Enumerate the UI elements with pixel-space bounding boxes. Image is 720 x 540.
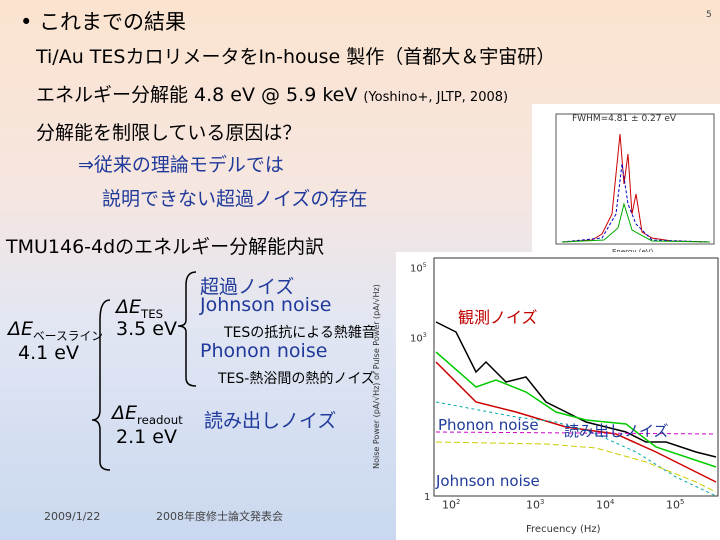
frame [555,113,715,245]
exp: 3 [422,332,427,339]
symbol: ΔE [8,318,34,340]
footer-date: 2009/1/22 [44,510,101,523]
observed-curve [435,321,717,458]
footer-event: 2008年度修士論文発表会 [156,510,283,523]
line: エネルギー分解能 4.8 eV @ 5.9 keV [36,84,358,106]
curve [435,401,717,497]
curve [435,441,717,493]
base: 10 [442,498,456,512]
exp: 3 [540,498,545,506]
x-tick: 102 [442,498,460,512]
noise-plot-image: 105 103 1 102 103 104 105 Frecuency (Hz)… [372,252,720,540]
tes-label: ΔETES [116,296,163,321]
curve [561,133,711,243]
line: ⇒従来の理論モデルでは [78,154,284,176]
x-tick: 104 [596,498,614,512]
value: 3.5 eV [116,318,177,340]
bullet-title: • これまでの結果 [20,10,187,34]
label: Phonon noise [200,340,328,362]
reference: (Yoshino+, JLTP, 2008) [363,90,509,105]
subscript: TES [141,306,164,321]
curve [435,431,717,435]
description: TESの抵抗による熱雑音 [224,325,376,341]
observed-label: 観測ノイズ [458,308,538,327]
y-tick: 103 [410,332,427,344]
readout-label: ΔEreadout [112,402,183,427]
description: TES-熱浴間の熱的ノイズ [218,371,375,387]
page-number: 5 [706,10,712,20]
value: 4.1 eV [18,342,79,364]
curve [435,361,717,483]
y-label: Noise Power (pA/√Hz) or Pulse Power (pA/… [371,284,381,469]
histogram-image: FWHM=4.81 ± 0.27 eV Energy (eV) [532,104,720,260]
subscript: ベースライン [33,328,104,343]
x-tick: 105 [666,498,684,512]
brace [177,271,197,387]
exp: 5 [422,262,427,269]
symbol: ΔE [116,296,142,318]
histogram-graphic [555,113,715,245]
base: 10 [410,263,423,275]
base: 10 [596,498,610,512]
fit-label: FWHM=4.81 ± 0.27 eV [572,114,677,124]
label: 読み出しノイズ [204,410,337,432]
y-tick: 105 [410,262,427,274]
noise-graphic [433,257,719,497]
label: Johnson noise [200,294,332,316]
x-label: Frecuency (Hz) [526,524,601,535]
symbol: ΔE [112,402,138,424]
exp: 4 [610,498,615,506]
baseline-label: ΔEベースライン [8,318,103,344]
line: 分解能を制限している原因は？ [36,122,302,144]
readout-label: 読み出しノイズ [564,422,669,440]
subscript: readout [137,412,183,427]
line: 説明できない超過ノイズの存在 [102,188,368,210]
phonon-label: Phonon noise [438,416,539,434]
johnson-label: Johnson noise [436,472,540,490]
title: これまでの結果 [39,10,187,34]
value: 2.1 eV [116,426,177,448]
curve [435,351,717,468]
exp: 2 [456,498,461,506]
y-tick: 1 [424,492,431,503]
line: Ti/Au TESカロリメータをIn-house 製作（首都大＆宇宙研） [36,46,556,68]
frame [433,257,719,497]
base: 10 [410,333,423,345]
label: 超過ノイズ [200,276,295,298]
subheading: TMU146-4dのエネルギー分解能内訳 [6,236,325,258]
curve [561,202,711,243]
exp: 5 [680,498,685,506]
brace [91,299,111,471]
base: 10 [526,498,540,512]
line-row: エネルギー分解能 4.8 eV @ 5.9 keV (Yoshino+, JLT… [36,80,508,107]
curve [561,163,711,243]
base: 10 [666,498,680,512]
x-tick: 103 [526,498,544,512]
